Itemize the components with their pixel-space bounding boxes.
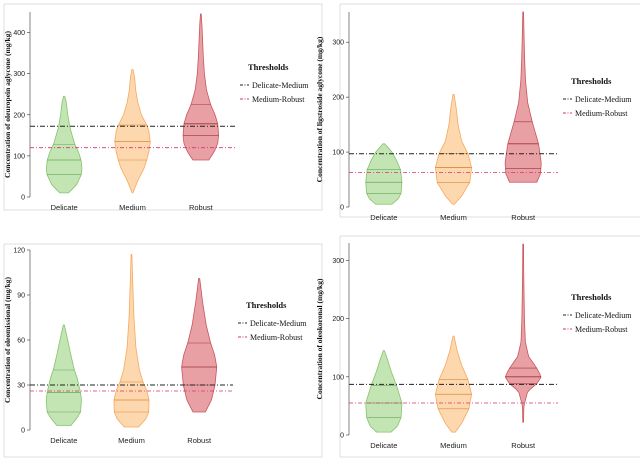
y-tick-label: 100 <box>332 374 344 381</box>
x-category-label: Delicate <box>50 436 77 445</box>
x-category-label: Delicate <box>370 441 397 450</box>
y-tick-label: 30 <box>17 383 25 390</box>
y-tick-label: 300 <box>332 40 344 47</box>
chart-panel-oleokoronal: 0 100 200 300 Concentration of oleokoronal (… <box>315 235 640 458</box>
legend-label: Medium-Robust <box>252 95 305 104</box>
violin-medium <box>435 93 472 205</box>
y-tick-label: 0 <box>340 433 344 440</box>
legend-title: Thresholds <box>571 292 612 302</box>
y-axis-title: Concentration of ligstroside aglycone (m… <box>315 36 324 182</box>
y-tick-label: 120 <box>13 248 25 255</box>
y-tick-label: 100 <box>13 153 25 160</box>
violin-delicate <box>45 324 82 426</box>
y-tick-label: 90 <box>17 293 25 300</box>
legend-title: Thresholds <box>246 300 287 310</box>
legend-label: Delicate-Medium <box>575 311 632 320</box>
y-tick-label: 200 <box>13 112 25 119</box>
x-category-label: Robust <box>511 213 536 222</box>
legend-label: Medium-Robust <box>575 325 628 334</box>
y-tick-label: 200 <box>332 95 344 102</box>
y-tick-label: 60 <box>17 338 25 345</box>
legend-label: Delicate-Medium <box>252 81 309 90</box>
violin-robust <box>181 278 218 413</box>
violin-delicate <box>365 143 403 205</box>
violin-robust <box>182 13 219 161</box>
legend: Thresholds Delicate-Medium Medium-Robust <box>240 62 309 104</box>
x-category-label: Medium <box>440 213 467 222</box>
legend: Thresholds Delicate-Medium Medium-Robust <box>563 292 632 334</box>
y-tick-label: 0 <box>21 428 25 435</box>
x-category-label: Medium <box>119 203 146 212</box>
y-axis-title: Concentration of oleomissional (mg/kg) <box>3 276 12 403</box>
y-axis-title: Concentration of oleuropein aglycone (mg… <box>3 31 12 178</box>
violin-medium <box>113 254 150 428</box>
legend-label: Delicate-Medium <box>250 319 307 328</box>
x-category-label: Delicate <box>51 203 78 212</box>
panel-frame <box>3 243 323 458</box>
legend: Thresholds Delicate-Medium Medium-Robust <box>238 300 307 342</box>
y-tick-label: 300 <box>332 258 344 265</box>
panel-frame <box>339 3 640 218</box>
x-category-label: Robust <box>511 441 536 450</box>
panel-frame <box>3 3 323 211</box>
y-tick-label: 300 <box>13 71 25 78</box>
x-category-label: Medium <box>118 436 145 445</box>
violin-medium <box>114 69 151 194</box>
legend-label: Medium-Robust <box>250 333 303 342</box>
panel-frame <box>339 235 640 458</box>
y-axis-title: Concentration of oleokoronal (mg/kg) <box>315 278 324 399</box>
y-tick-label: 0 <box>21 195 25 202</box>
legend: Thresholds Delicate-Medium Medium-Robust <box>563 76 632 118</box>
legend-title: Thresholds <box>248 62 289 72</box>
x-category-label: Delicate <box>370 213 397 222</box>
legend-label: Medium-Robust <box>575 109 628 118</box>
legend-title: Thresholds <box>571 76 612 86</box>
x-category-label: Robust <box>189 203 214 212</box>
violin-delicate <box>365 350 403 433</box>
violin-robust <box>505 243 542 423</box>
violin-robust <box>504 11 542 183</box>
y-tick-label: 0 <box>340 205 344 212</box>
y-tick-label: 200 <box>332 316 344 323</box>
x-category-label: Medium <box>440 441 467 450</box>
y-tick-label: 400 <box>13 30 25 37</box>
chart-panel-ligstroside: 0 100 200 300 Concentration of ligstroside a… <box>315 3 640 222</box>
legend-label: Delicate-Medium <box>575 95 632 104</box>
y-tick-label: 100 <box>332 150 344 157</box>
x-category-label: Robust <box>187 436 212 445</box>
chart-panel-oleomissional: 0 30 60 90 120 Concentration of oleomissional… <box>3 243 323 458</box>
